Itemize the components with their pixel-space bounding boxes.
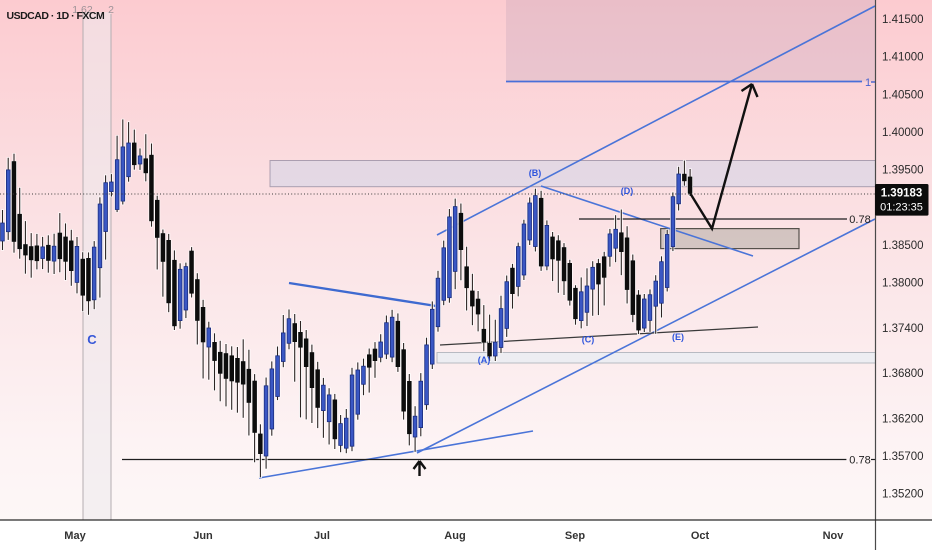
svg-text:(A): (A): [478, 355, 491, 365]
svg-text:1.41000: 1.41000: [882, 52, 924, 64]
svg-text:Jun: Jun: [193, 530, 213, 542]
svg-text:1.40500: 1.40500: [882, 89, 924, 101]
svg-text:1.39500: 1.39500: [882, 165, 924, 177]
svg-text:0.78: 0.78: [849, 214, 870, 226]
svg-text:1.40000: 1.40000: [882, 127, 924, 139]
svg-text:Oct: Oct: [691, 530, 710, 542]
svg-text:1.38000: 1.38000: [882, 278, 924, 290]
svg-text:1.38500: 1.38500: [882, 240, 924, 252]
svg-text:USDCAD · 1D · FXCM: USDCAD · 1D · FXCM: [7, 10, 106, 22]
svg-text:Jul: Jul: [314, 530, 330, 542]
svg-text:0.78: 0.78: [849, 455, 870, 467]
svg-text:1.36800: 1.36800: [882, 368, 924, 380]
svg-text:1: 1: [865, 77, 871, 89]
svg-text:2: 2: [108, 4, 114, 16]
svg-text:1.36200: 1.36200: [882, 413, 924, 425]
svg-text:May: May: [64, 530, 86, 542]
svg-text:1.37400: 1.37400: [882, 323, 924, 335]
svg-text:(D): (D): [621, 186, 634, 196]
svg-text:C: C: [87, 332, 97, 347]
svg-text:01:23:35: 01:23:35: [880, 202, 923, 214]
svg-text:(E): (E): [672, 332, 684, 342]
svg-text:Sep: Sep: [565, 530, 585, 542]
svg-text:1.41500: 1.41500: [882, 14, 924, 26]
svg-text:Aug: Aug: [444, 530, 465, 542]
svg-text:1.35700: 1.35700: [882, 451, 924, 463]
svg-text:Nov: Nov: [823, 530, 845, 542]
svg-text:1.62: 1.62: [72, 4, 93, 16]
svg-text:1.39183: 1.39183: [881, 188, 923, 200]
svg-text:1.35200: 1.35200: [882, 489, 924, 501]
svg-text:(B): (B): [529, 168, 542, 178]
svg-text:(C): (C): [582, 335, 595, 345]
